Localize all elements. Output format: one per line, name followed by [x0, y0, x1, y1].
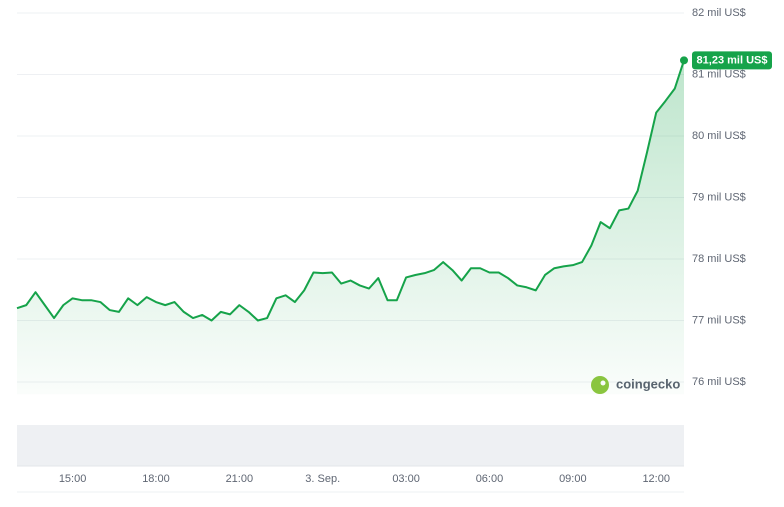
last-point: [680, 56, 688, 65]
y-tick-label: 79 mil US$: [692, 191, 746, 203]
x-tick-label: 18:00: [142, 473, 170, 485]
current-badge: [692, 51, 772, 70]
area: [17, 60, 684, 395]
price-line: [16, 60, 685, 322]
x-tick-label: 21:00: [226, 473, 254, 485]
y-tick-label: 80 mil US$: [692, 130, 746, 142]
x-tick-label: 09:00: [559, 473, 587, 485]
x-tick-label: 03:00: [392, 473, 420, 485]
y-tick-label: 78 mil US$: [692, 253, 746, 265]
x-tick-label: 3. Sep.: [305, 473, 340, 485]
current-label: 81,23 mil US$: [697, 54, 768, 66]
y-tick-label: 82 mil US$: [692, 7, 746, 19]
y-tick-label: 77 mil US$: [692, 314, 746, 326]
y-tick-label: 76 mil US$: [692, 376, 746, 388]
volume-band: [17, 425, 684, 466]
x-tick-label: 12:00: [642, 473, 670, 485]
x-tick-label: 15:00: [59, 473, 87, 485]
x-tick-label: 06:00: [476, 473, 504, 485]
y-tick-label: 81 mil US$: [692, 68, 746, 80]
